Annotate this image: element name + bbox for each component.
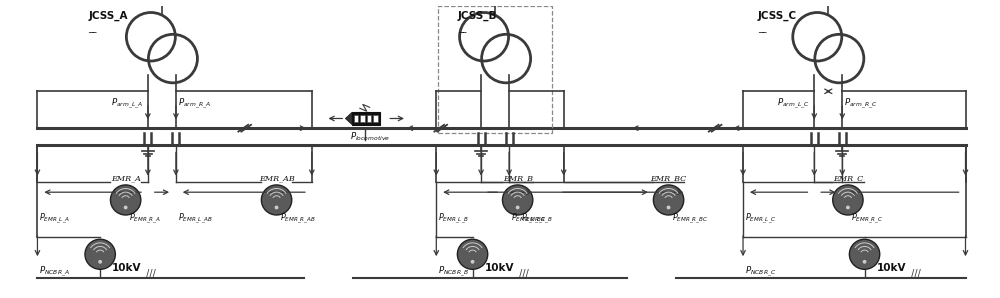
Text: $P_{locomotive}$: $P_{locomotive}$ [350, 131, 390, 143]
Circle shape [502, 185, 533, 215]
Circle shape [833, 185, 863, 215]
Circle shape [99, 260, 101, 263]
Text: __: __ [88, 24, 97, 33]
Circle shape [863, 260, 866, 263]
Text: $P_{arm\_L\_C}$: $P_{arm\_L\_C}$ [777, 97, 810, 111]
Text: $P_{arm\_R\_C}$: $P_{arm\_R\_C}$ [844, 97, 878, 111]
Text: EMR_C: EMR_C [833, 175, 863, 183]
Circle shape [653, 185, 684, 215]
Text: 10kV: 10kV [484, 263, 514, 273]
Text: __: __ [758, 24, 766, 33]
Text: $P_{arm\_L\_A}$: $P_{arm\_L\_A}$ [111, 97, 143, 111]
Text: $P_{NCBR\_B}$: $P_{NCBR\_B}$ [438, 264, 469, 279]
Text: $P_{NCBR\_C}$: $P_{NCBR\_C}$ [745, 264, 776, 279]
Bar [352, 112, 380, 125]
Text: $P_{NCBR\_A}$: $P_{NCBR\_A}$ [39, 264, 70, 279]
Circle shape [471, 260, 474, 263]
Text: ///: /// [146, 268, 156, 279]
Circle shape [275, 206, 278, 209]
Circle shape [849, 239, 880, 269]
Text: JCSS_A: JCSS_A [88, 10, 128, 21]
Text: ///: /// [519, 268, 528, 279]
Bar [367, 115, 371, 122]
Text: __: __ [458, 24, 466, 33]
Circle shape [516, 206, 519, 209]
Circle shape [847, 206, 849, 209]
Circle shape [124, 206, 127, 209]
Polygon shape [345, 112, 352, 125]
Circle shape [110, 185, 141, 215]
Text: $P_{EMR\_L\_AB}$: $P_{EMR\_L\_AB}$ [178, 212, 213, 226]
Text: 10kV: 10kV [112, 263, 141, 273]
Bar [373, 115, 378, 122]
Circle shape [667, 206, 670, 209]
Text: 10kV: 10kV [876, 263, 906, 273]
Text: EMR_BC: EMR_BC [650, 175, 687, 183]
Text: $P_{EMR\_R\_B}$: $P_{EMR\_R\_B}$ [521, 212, 553, 226]
Circle shape [85, 239, 115, 269]
Text: EMR_B: EMR_B [503, 175, 533, 183]
Text: $P_{EMR\_L\_B}$: $P_{EMR\_L\_B}$ [438, 212, 470, 226]
Bar [438, 6, 552, 133]
Text: ///: /// [911, 268, 920, 279]
Text: JCSS_C: JCSS_C [758, 10, 797, 21]
Bar [360, 115, 365, 122]
Text: $P_{EMR\_R\_AB}$: $P_{EMR\_R\_AB}$ [280, 212, 315, 226]
Circle shape [457, 239, 488, 269]
Text: $P_{EMR\_R\_C}$: $P_{EMR\_R\_C}$ [851, 212, 883, 226]
Text: $P_{EMR\_R\_BC}$: $P_{EMR\_R\_BC}$ [672, 212, 708, 226]
Text: $P_{EMR\_L\_BC}$: $P_{EMR\_L\_BC}$ [511, 212, 547, 226]
Text: EMR_A: EMR_A [111, 175, 141, 183]
Text: $P_{arm\_R\_A}$: $P_{arm\_R\_A}$ [178, 97, 211, 111]
Text: EMR_AB: EMR_AB [259, 175, 294, 183]
Text: $P_{EMR\_R\_A}$: $P_{EMR\_R\_A}$ [129, 212, 161, 226]
Bar [354, 115, 358, 122]
Text: $P_{EMR\_L\_C}$: $P_{EMR\_L\_C}$ [745, 212, 777, 226]
Circle shape [261, 185, 292, 215]
Text: $P_{EMR\_L\_A}$: $P_{EMR\_L\_A}$ [39, 212, 71, 226]
Text: JCSS_B: JCSS_B [458, 10, 497, 21]
